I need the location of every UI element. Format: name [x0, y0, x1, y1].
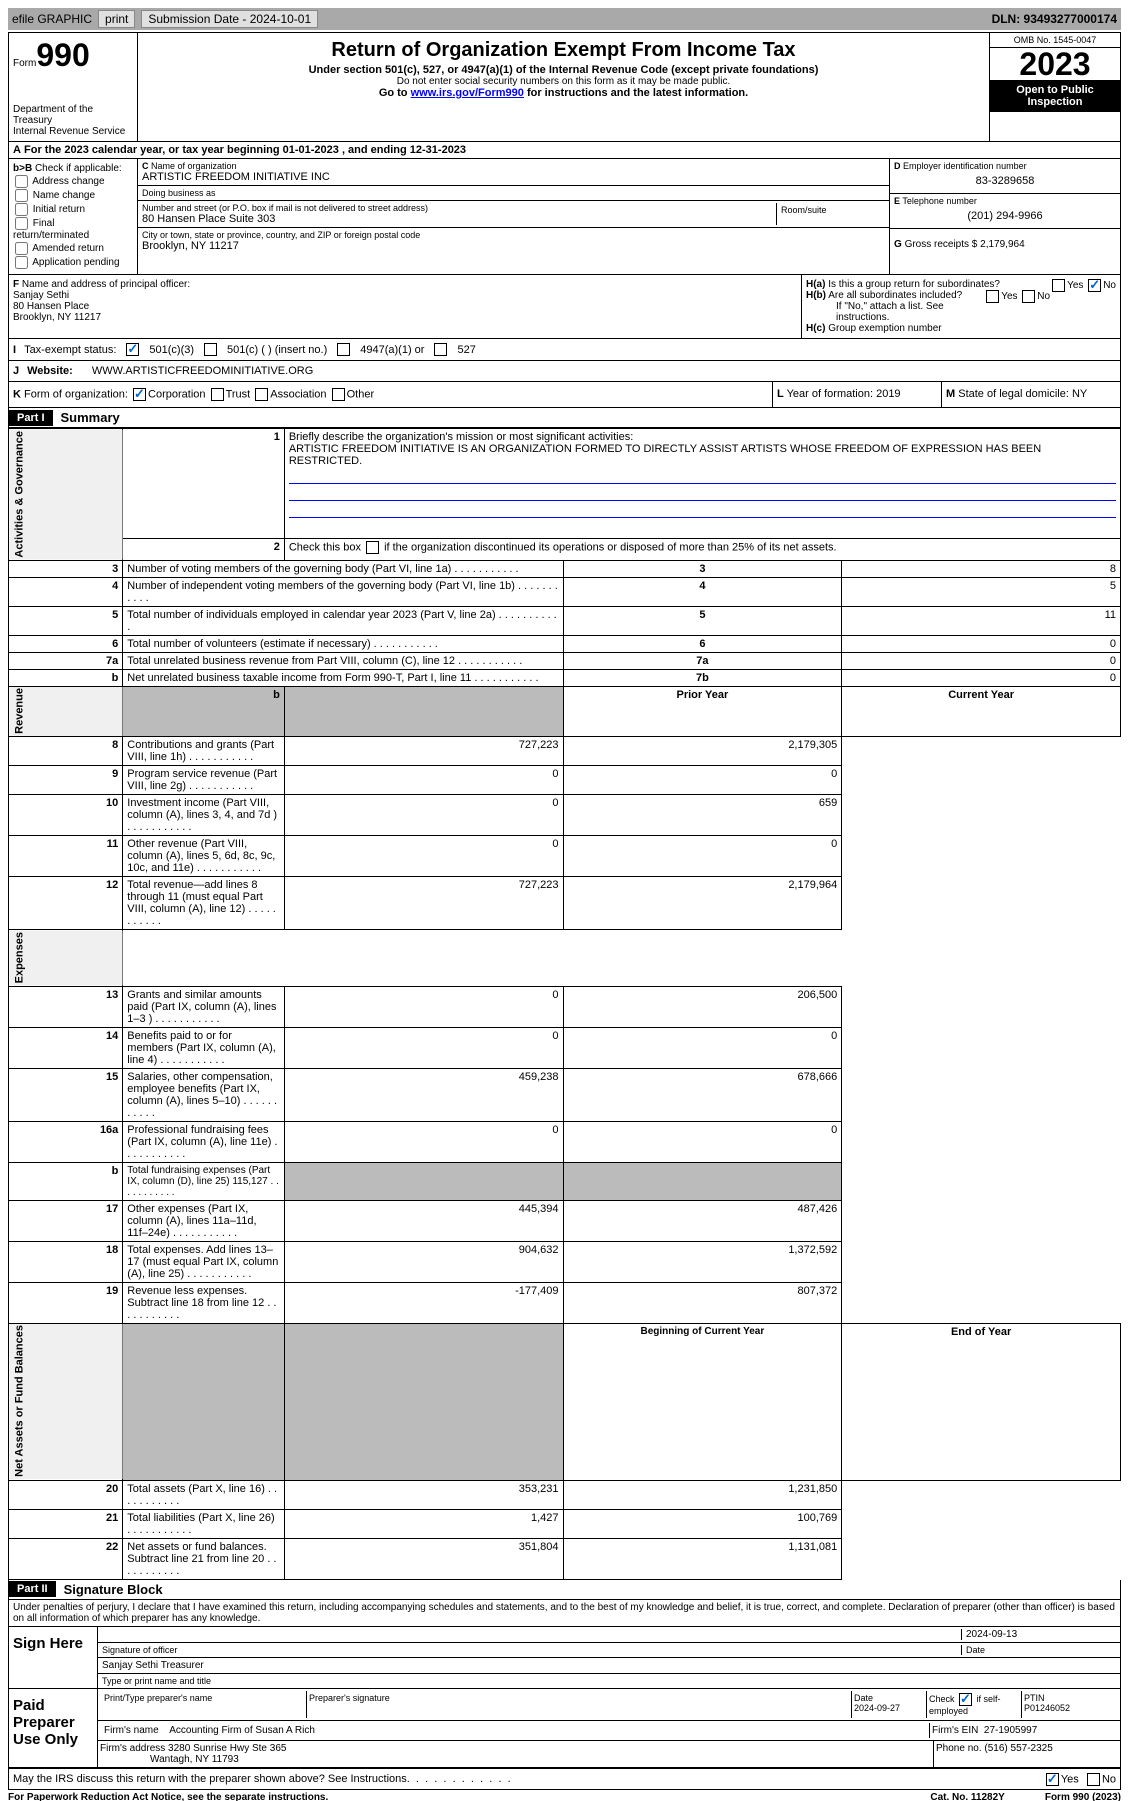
- tax-year: 2023: [990, 48, 1120, 80]
- city: Brooklyn, NY 11217: [142, 240, 885, 252]
- chk-final[interactable]: Final return/terminated: [13, 217, 133, 241]
- org-name: ARTISTIC FREEDOM INITIATIVE INC: [142, 171, 885, 183]
- chk-initial[interactable]: Initial return: [13, 203, 133, 216]
- submission-date: Submission Date - 2024-10-01: [141, 10, 318, 28]
- firm-city: Wantagh, NY 11793: [150, 1754, 239, 1765]
- gross-receipts: 2,179,964: [980, 239, 1025, 250]
- officer-city: Brooklyn, NY 11217: [13, 312, 101, 323]
- ein: 83-3289658: [894, 171, 1116, 191]
- row-j: J Website: WWW.ARTISTICFREEDOMINITIATIVE…: [8, 361, 1121, 382]
- chk-amended[interactable]: Amended return: [13, 242, 133, 255]
- state-domicile: NY: [1072, 388, 1087, 400]
- chk-address[interactable]: Address change: [13, 175, 133, 188]
- lines-ag: 3Number of voting members of the governi…: [9, 560, 1121, 686]
- ha-yes[interactable]: [1052, 279, 1065, 292]
- firm-phone: (516) 557-2325: [984, 1743, 1052, 1754]
- discuss-no[interactable]: [1087, 1773, 1100, 1786]
- street: 80 Hansen Place Suite 303: [142, 213, 776, 225]
- paid-preparer-label: Paid Preparer Use Only: [9, 1689, 98, 1767]
- page-footer: For Paperwork Reduction Act Notice, see …: [8, 1790, 1121, 1801]
- room-suite-label: Room/suite: [777, 203, 885, 225]
- form-footer: Form 990 (2023): [1045, 1792, 1121, 1801]
- hb-yes[interactable]: [986, 290, 999, 303]
- ha-no[interactable]: [1088, 279, 1101, 292]
- declaration: Under penalties of perjury, I declare th…: [8, 1600, 1121, 1627]
- chk-501c[interactable]: [204, 343, 217, 356]
- chk-assoc[interactable]: [255, 388, 268, 401]
- officer-name: Sanjay Sethi: [13, 290, 69, 301]
- part1-header: Part ISummary: [8, 408, 1121, 428]
- form-subtitle: Under section 501(c), 527, or 4947(a)(1)…: [142, 64, 985, 76]
- chk-self-employed[interactable]: [959, 1693, 972, 1706]
- irs-link[interactable]: www.irs.gov/Form990: [411, 87, 524, 99]
- chk-501c3[interactable]: [126, 343, 139, 356]
- prep-date: 2024-09-27: [854, 1703, 900, 1713]
- form-number: 990: [36, 37, 89, 73]
- tab-ag: Activities & Governance: [9, 429, 123, 561]
- form-title: Return of Organization Exempt From Incom…: [142, 39, 985, 62]
- firm-ein: 27-1905997: [984, 1725, 1037, 1736]
- row-a-period: A For the 2023 calendar year, or tax yea…: [8, 142, 1121, 159]
- sig-date: 2024-09-13: [961, 1629, 1116, 1640]
- irs-label: Internal Revenue Service: [13, 126, 133, 137]
- discuss-row: May the IRS discuss this return with the…: [8, 1769, 1121, 1790]
- lines-exp: 13Grants and similar amounts paid (Part …: [9, 986, 1121, 1323]
- lines-na: 20Total assets (Part X, line 16)353,2311…: [9, 1480, 1121, 1579]
- form-header: Form990 Department of the Treasury Inter…: [8, 32, 1121, 142]
- chk-trust[interactable]: [211, 388, 224, 401]
- hb-no[interactable]: [1022, 290, 1035, 303]
- firm-name: Accounting Firm of Susan A Rich: [169, 1725, 315, 1736]
- officer-street: 80 Hansen Place: [13, 301, 89, 312]
- part1-table: Activities & Governance 1 Briefly descri…: [8, 428, 1121, 1580]
- phone: (201) 294-9966: [894, 206, 1116, 226]
- dept-treasury: Department of the Treasury: [13, 104, 133, 126]
- chk-other[interactable]: [332, 388, 345, 401]
- form-word: Form: [13, 58, 36, 69]
- tab-na: Net Assets or Fund Balances: [9, 1323, 123, 1480]
- year-formation: 2019: [876, 388, 900, 400]
- officer-sig-name: Sanjay Sethi Treasurer: [98, 1658, 1120, 1674]
- row-klm: K Form of organization: Corporation Trus…: [8, 382, 1121, 408]
- chk-application[interactable]: Application pending: [13, 256, 133, 269]
- ptin: P01246052: [1024, 1703, 1070, 1713]
- section-f-h: F Name and address of principal officer:…: [8, 275, 1121, 339]
- cat-no: Cat. No. 11282Y: [930, 1792, 1004, 1801]
- open-inspection: Open to Public Inspection: [990, 80, 1120, 112]
- chk-name[interactable]: Name change: [13, 189, 133, 202]
- top-bar: efile GRAPHIC print Submission Date - 20…: [8, 8, 1121, 30]
- part2-header: Part IISignature Block: [8, 1580, 1121, 1600]
- form-note: Do not enter social security numbers on …: [142, 76, 985, 87]
- chk-527[interactable]: [434, 343, 447, 356]
- sign-here-label: Sign Here: [9, 1627, 98, 1688]
- firm-addr: 3280 Sunrise Hwy Ste 365: [168, 1743, 286, 1754]
- chk-discontinued[interactable]: [366, 541, 379, 554]
- section-b-to-g: b>B Check if applicable: Address change …: [8, 159, 1121, 275]
- mission: ARTISTIC FREEDOM INITIATIVE IS AN ORGANI…: [289, 443, 1041, 467]
- signature-section: Sign Here 2024-09-13 Signature of office…: [8, 1627, 1121, 1769]
- dln: DLN: 93493277000174: [992, 12, 1117, 26]
- print-button[interactable]: print: [98, 10, 135, 28]
- form-link-row: Go to www.irs.gov/Form990 for instructio…: [142, 87, 985, 99]
- tab-exp: Expenses: [9, 930, 123, 986]
- discuss-yes[interactable]: [1046, 1773, 1059, 1786]
- website: WWW.ARTISTICFREEDOMINITIATIVE.ORG: [92, 365, 313, 377]
- tab-rev: Revenue: [9, 686, 123, 737]
- efile-label: efile GRAPHIC: [12, 12, 92, 26]
- lines-rev: 8Contributions and grants (Part VIII, li…: [9, 737, 1121, 930]
- chk-corp[interactable]: [133, 388, 146, 401]
- chk-4947[interactable]: [337, 343, 350, 356]
- row-i: I Tax-exempt status: 501(c)(3) 501(c) ( …: [8, 339, 1121, 361]
